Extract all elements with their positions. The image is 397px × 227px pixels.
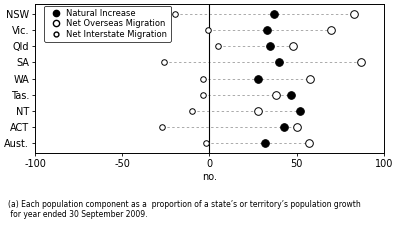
X-axis label: no.: no.: [202, 172, 217, 182]
Legend: Natural Increase, Net Overseas Migration, Net Interstate Migration: Natural Increase, Net Overseas Migration…: [44, 6, 171, 42]
Text: (a) Each population component as a  proportion of a state’s or territory’s popul: (a) Each population component as a propo…: [8, 200, 361, 219]
